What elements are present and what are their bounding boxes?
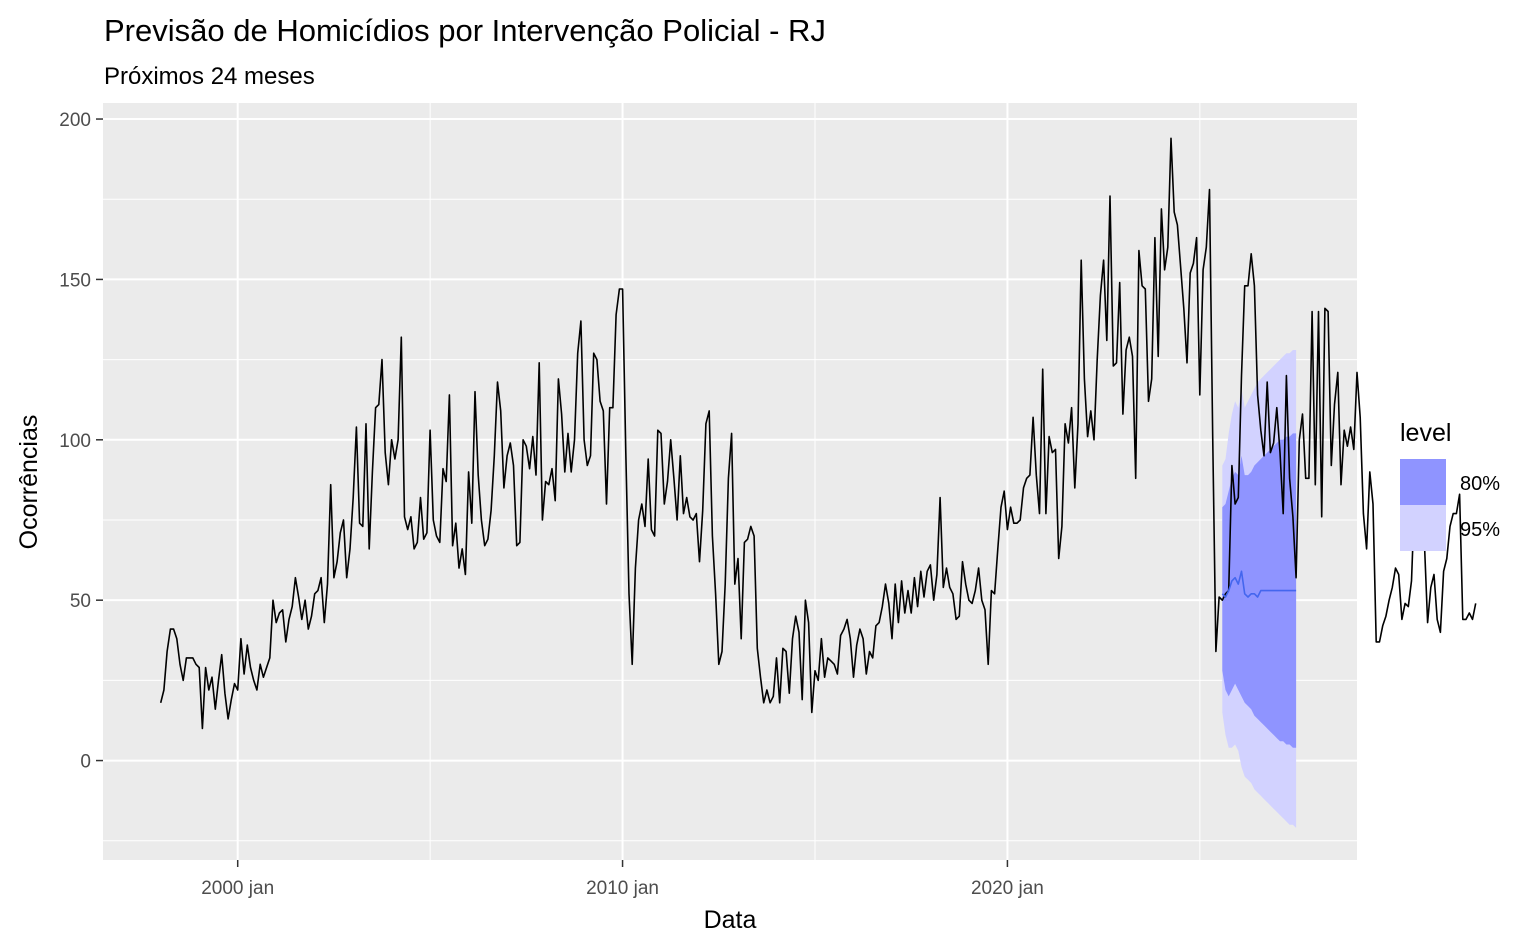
legend-label: 80% — [1460, 473, 1500, 495]
y-axis-ticks: 0 50 100 150 200 — [59, 110, 103, 773]
y-tick-label: 150 — [59, 270, 91, 291]
forecast-band-80 — [1222, 433, 1297, 748]
legend-title: level — [1400, 419, 1451, 447]
series-lines — [159, 137, 1477, 730]
y-tick-label: 50 — [70, 591, 91, 612]
legend: level 80% 95% — [1400, 419, 1500, 551]
y-axis-title: Ocorrências — [15, 415, 43, 550]
legend-label: 95% — [1460, 519, 1500, 541]
plot-panel — [103, 103, 1357, 860]
x-tick-label: 2020 jan — [971, 878, 1044, 899]
y-tick-label: 100 — [59, 431, 91, 452]
observed-series-line — [159, 137, 1477, 730]
legend-key — [1400, 505, 1446, 551]
x-axis-ticks: 2000 jan 2010 jan 2020 jan — [201, 860, 1044, 899]
legend-items: 80% 95% — [1400, 459, 1500, 551]
x-tick-label: 2010 jan — [586, 878, 659, 899]
band-80-area — [1222, 433, 1297, 748]
x-axis-title: Data — [704, 906, 757, 934]
chart-title: Previsão de Homicídios por Intervenção P… — [104, 13, 826, 48]
y-tick-label: 200 — [59, 110, 91, 131]
forecast-mean-line — [1221, 570, 1297, 598]
legend-key — [1400, 459, 1446, 505]
grid-lines — [103, 103, 1357, 860]
y-tick-label: 0 — [80, 752, 91, 773]
chart-subtitle: Próximos 24 meses — [104, 63, 315, 90]
x-tick-label: 2000 jan — [201, 878, 274, 899]
